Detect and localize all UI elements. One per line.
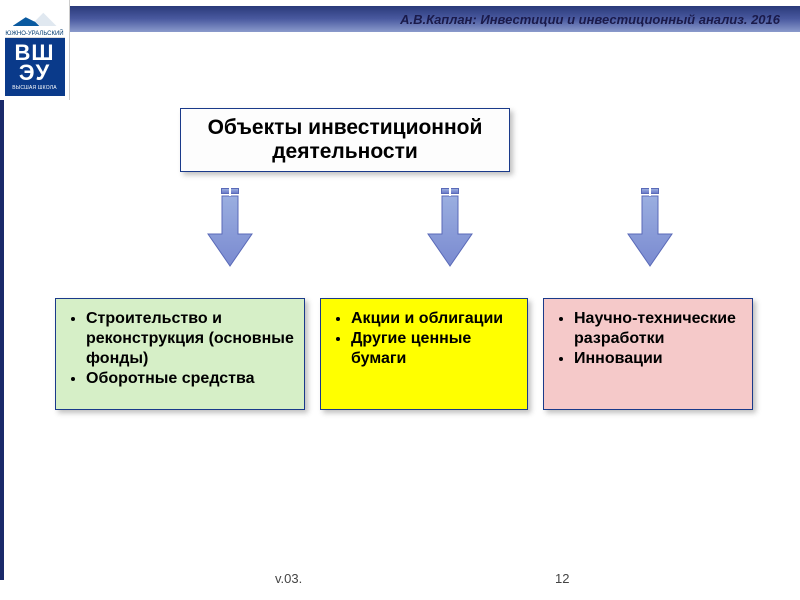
footer-page: 12: [555, 571, 569, 586]
category-list: Научно-технические разработкиИнновации: [568, 309, 744, 369]
down-arrow-2: [420, 188, 480, 268]
list-item: Другие ценные бумаги: [351, 329, 519, 369]
header-title: А.В.Каплан: Инвестиции и инвестиционный …: [400, 12, 780, 27]
list-item: Инновации: [574, 349, 744, 369]
category-box-1: Строительство и реконструкция (основные …: [55, 298, 305, 410]
arrow-handle-icon: [221, 188, 239, 194]
logo-row2: ЭУ: [19, 63, 50, 83]
arrow-down-icon: [620, 188, 680, 268]
main-title-box: Объекты инвестиционной деятельности: [180, 108, 510, 172]
footer-version: v.03.: [275, 571, 302, 586]
arrow-down-icon: [200, 188, 260, 268]
down-arrow-1: [200, 188, 260, 268]
main-title-text: Объекты инвестиционной деятельности: [181, 116, 509, 164]
header-bar: А.В.Каплан: Инвестиции и инвестиционный …: [0, 6, 800, 32]
logo-badge: ВШ ЭУ ВЫСШАЯ ШКОЛА: [5, 38, 65, 96]
side-accent-bar: [0, 100, 4, 580]
category-list: Строительство и реконструкция (основные …: [80, 309, 296, 389]
arrow-down-icon: [420, 188, 480, 268]
category-box-2: Акции и облигацииДругие ценные бумаги: [320, 298, 528, 410]
list-item: Акции и облигации: [351, 309, 519, 329]
list-item: Научно-технические разработки: [574, 309, 744, 349]
list-item: Оборотные средства: [86, 369, 296, 389]
category-box-3: Научно-технические разработкиИнновации: [543, 298, 753, 410]
category-list: Акции и облигацииДругие ценные бумаги: [345, 309, 519, 369]
down-arrow-3: [620, 188, 680, 268]
logo-emblem: ЮЖНО-УРАЛЬСКИЙ: [5, 2, 65, 38]
logo-area: ЮЖНО-УРАЛЬСКИЙ ВШ ЭУ ВЫСШАЯ ШКОЛА: [0, 0, 70, 100]
logo-subtext: ВЫСШАЯ ШКОЛА: [12, 85, 57, 91]
list-item: Строительство и реконструкция (основные …: [86, 309, 296, 369]
arrow-handle-icon: [641, 188, 659, 194]
logo-top-text: ЮЖНО-УРАЛЬСКИЙ: [5, 31, 63, 37]
arrow-handle-icon: [441, 188, 459, 194]
